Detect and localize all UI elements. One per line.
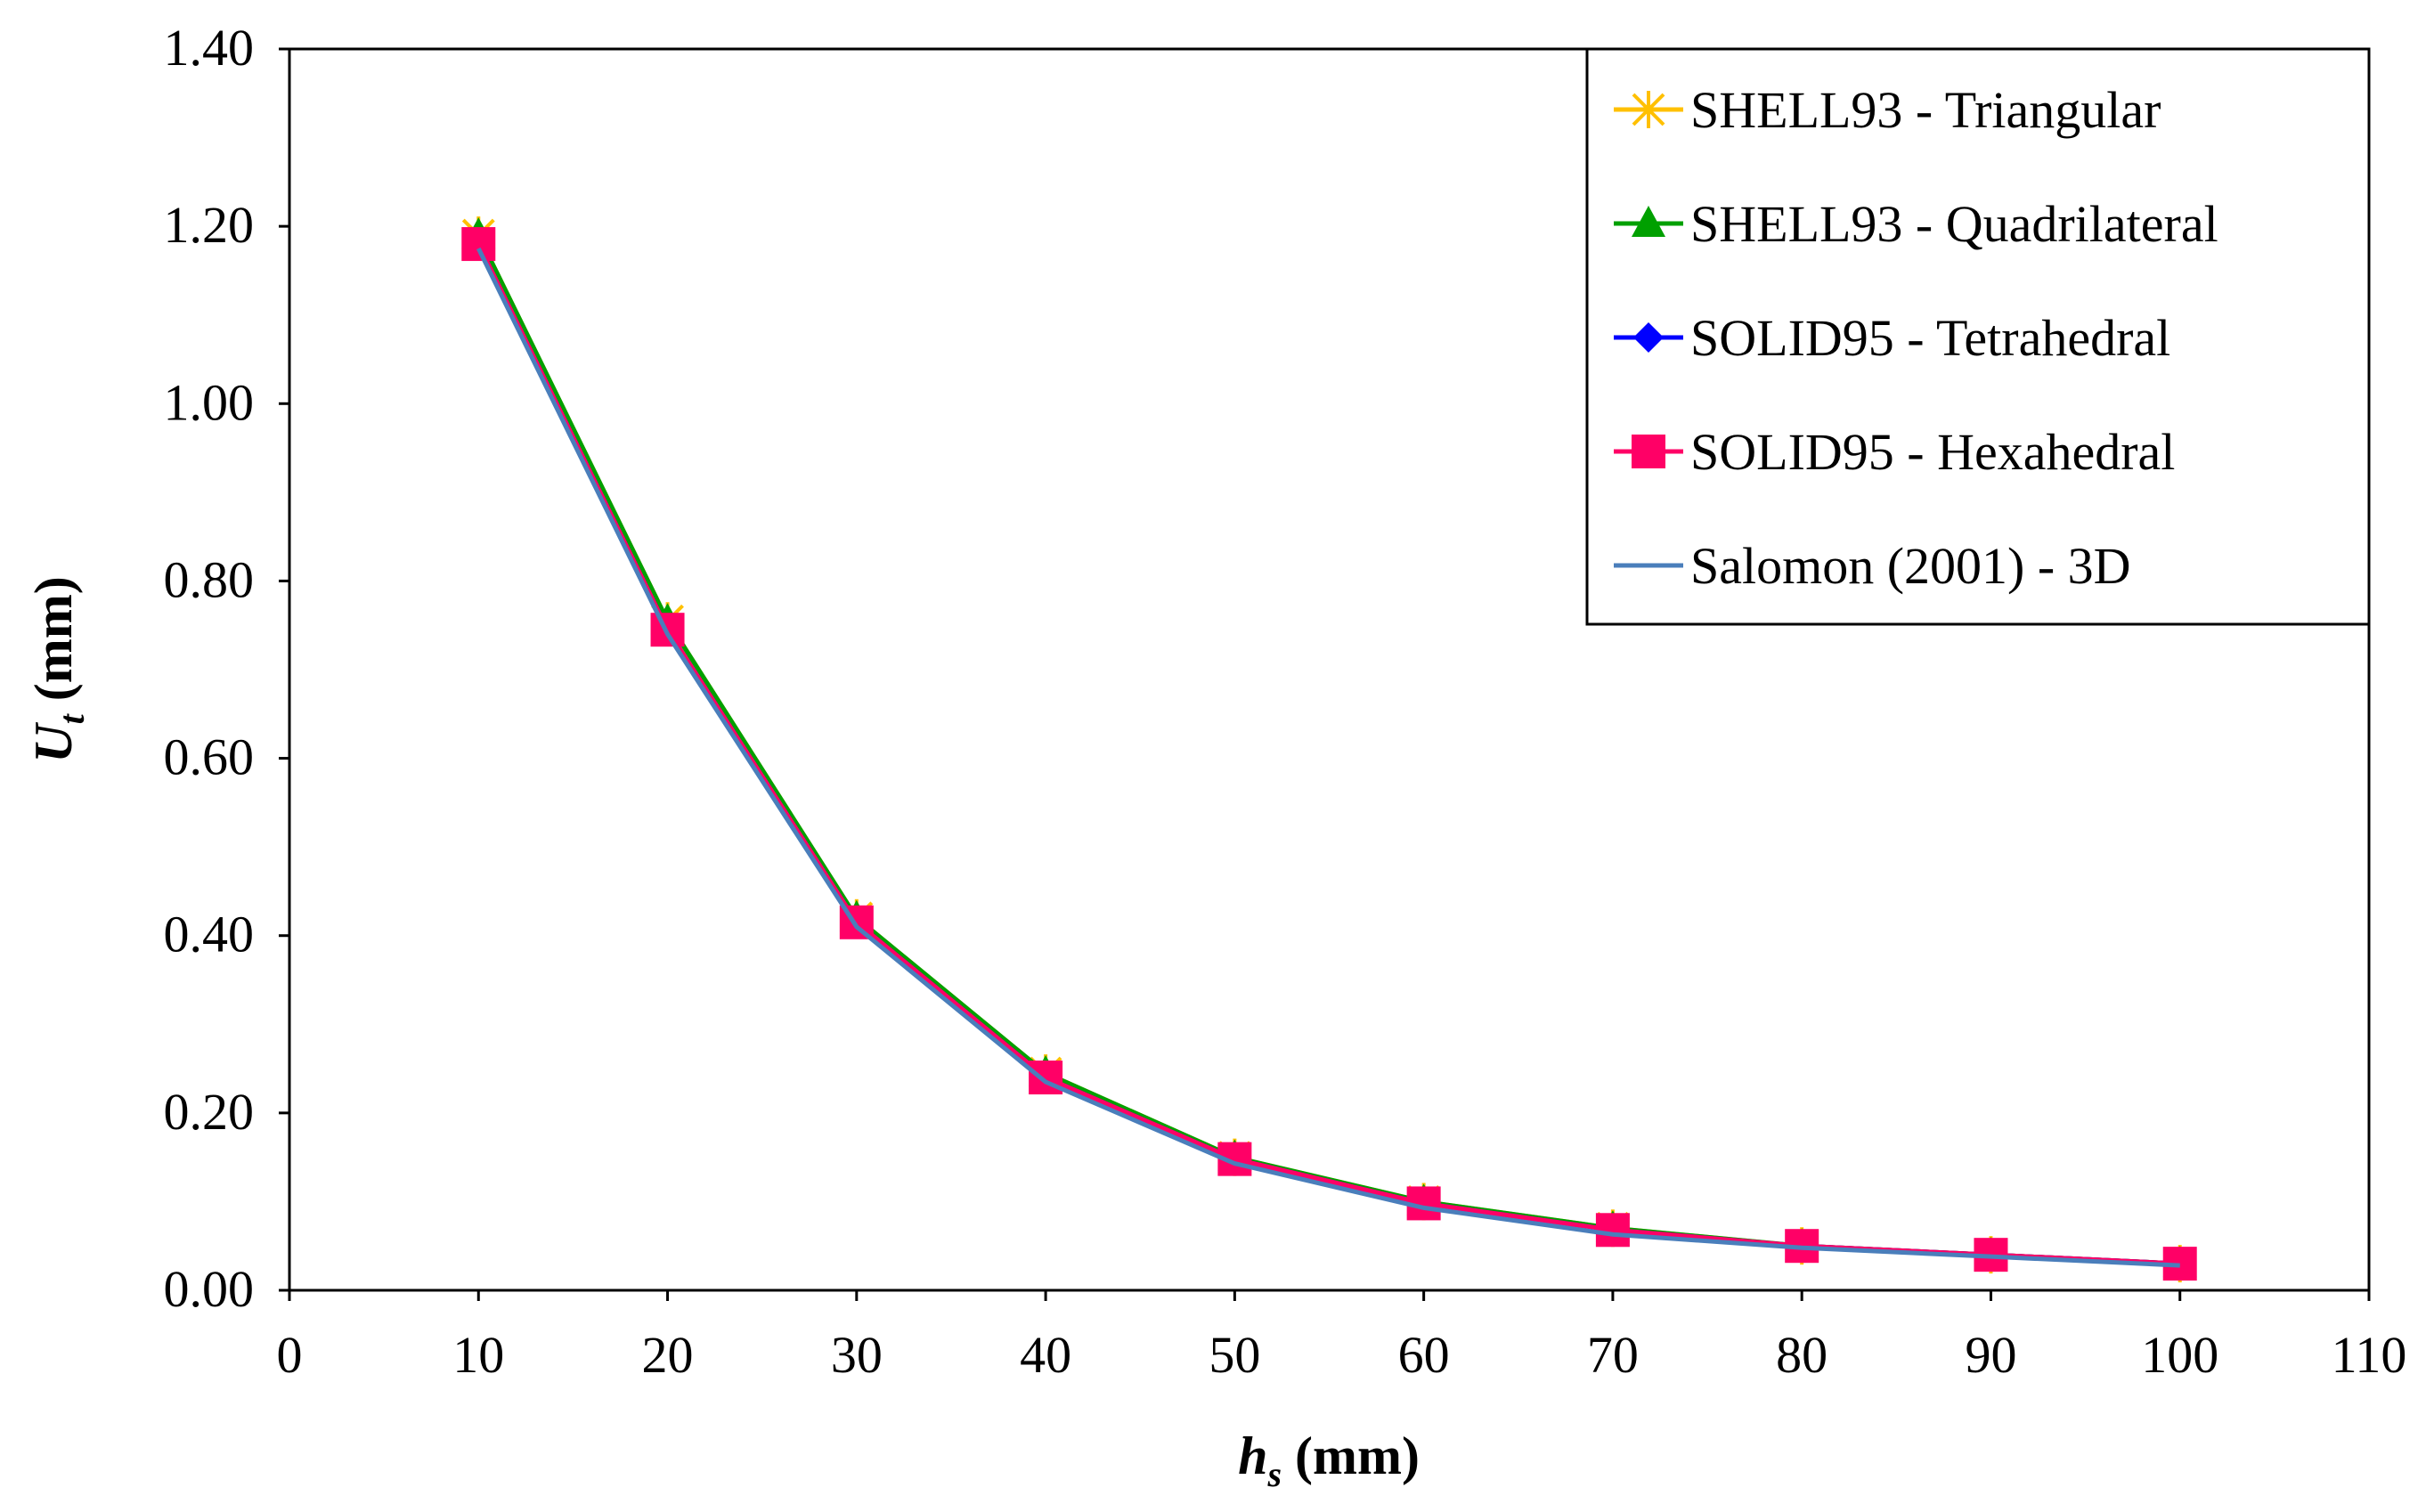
legend-marker <box>1632 435 1665 468</box>
series-4 <box>476 247 2180 1268</box>
legend-marker <box>1632 91 1665 128</box>
legend-item: Salomon (2001) - 3D <box>1614 537 2131 595</box>
x-tick-label: 70 <box>1587 1326 1639 1384</box>
x-axis-title: hs (mm) <box>1238 1427 1420 1494</box>
legend-item: SHELL93 - Quadrilateral <box>1614 195 2218 253</box>
legend-label: SOLID95 - Hexahedral <box>1690 423 2175 481</box>
x-tick-label: 20 <box>642 1326 694 1384</box>
x-tick-label: 100 <box>2141 1326 2218 1384</box>
data-point <box>1595 1213 1630 1248</box>
x-tick-label: 50 <box>1209 1326 1260 1384</box>
y-tick-label: 0.60 <box>164 728 255 786</box>
legend-item: SOLID95 - Tetrahedral <box>1614 309 2170 367</box>
x-axis: 0 10 20 30 40 50 60 70 80 90 100 110 <box>277 1290 2407 1384</box>
x-tick-label: 10 <box>452 1326 504 1384</box>
y-axis: 0.00 0.20 0.40 0.60 0.80 1.00 1.20 1.40 <box>164 19 289 1318</box>
series-layer <box>461 216 2197 1283</box>
y-tick-label: 0.40 <box>164 906 255 963</box>
legend-marker <box>1633 322 1664 353</box>
y-tick-label: 1.40 <box>164 19 255 77</box>
series-line <box>476 247 2180 1268</box>
data-point <box>461 227 496 262</box>
legend-item: SOLID95 - Hexahedral <box>1614 423 2175 481</box>
x-tick-label: 90 <box>1965 1326 2016 1384</box>
legend-label: SHELL93 - Quadrilateral <box>1690 195 2218 253</box>
y-tick-label: 0.20 <box>164 1083 255 1141</box>
legend-box <box>1585 47 2371 626</box>
x-tick-label: 30 <box>831 1326 883 1384</box>
x-tick-label: 110 <box>2332 1326 2407 1384</box>
legend-marker <box>1632 206 1665 237</box>
legend-label: Salomon (2001) - 3D <box>1690 537 2131 595</box>
legend-label: SHELL93 - Triangular <box>1690 81 2161 139</box>
y-tick-label: 1.20 <box>164 196 255 254</box>
legend-item: SHELL93 - Triangular <box>1614 81 2161 139</box>
legend-label: SOLID95 - Tetrahedral <box>1690 309 2170 367</box>
x-tick-label: 40 <box>1020 1326 1071 1384</box>
y-tick-label: 1.00 <box>164 373 255 431</box>
x-tick-label: 0 <box>277 1326 303 1384</box>
legend: SHELL93 - Triangular SHELL93 - Quadrilate… <box>1585 47 2371 626</box>
y-axis-title: Ut (mm) <box>24 576 92 762</box>
x-tick-label: 80 <box>1776 1326 1828 1384</box>
x-tick-label: 60 <box>1398 1326 1450 1384</box>
y-tick-label: 0.80 <box>164 550 255 608</box>
y-tick-label: 0.00 <box>164 1260 255 1318</box>
